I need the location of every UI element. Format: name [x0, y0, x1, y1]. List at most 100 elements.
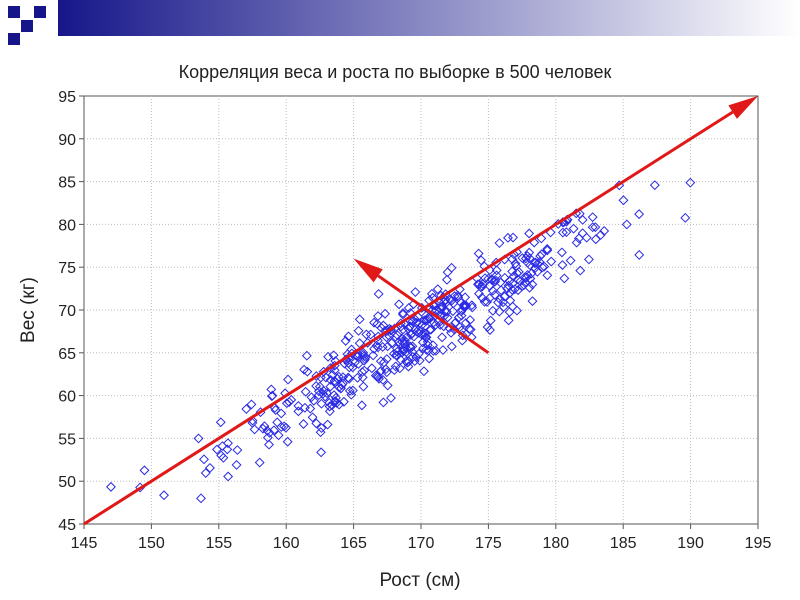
data-point — [300, 386, 311, 397]
data-point — [522, 257, 533, 268]
data-point — [487, 305, 498, 316]
data-point — [376, 365, 387, 376]
data-point — [525, 260, 536, 271]
data-point — [494, 294, 505, 305]
data-point — [509, 284, 520, 295]
data-point — [507, 254, 518, 265]
data-point — [283, 374, 293, 385]
data-point — [394, 299, 404, 310]
x-tick-label: 170 — [408, 535, 435, 552]
data-point — [391, 350, 402, 361]
data-point — [424, 353, 435, 364]
data-point — [344, 373, 355, 384]
data-point — [459, 301, 470, 312]
data-point — [199, 454, 209, 465]
data-point — [504, 307, 515, 318]
data-point — [587, 212, 598, 223]
y-tick-label: 65 — [58, 346, 76, 363]
data-point — [485, 315, 496, 326]
data-point — [419, 328, 430, 339]
data-point — [457, 335, 468, 346]
data-point — [200, 468, 211, 479]
data-point — [400, 338, 411, 349]
data-point — [432, 284, 443, 295]
data-point — [307, 412, 318, 423]
x-axis-label: Рост (см) — [379, 570, 460, 591]
data-point — [581, 232, 592, 243]
data-point — [247, 417, 258, 428]
data-point — [476, 255, 487, 266]
data-point — [329, 390, 340, 401]
data-point — [512, 268, 522, 279]
data-point — [347, 362, 358, 373]
data-point — [685, 177, 696, 188]
y-tick-label: 90 — [58, 132, 76, 149]
data-point — [394, 363, 405, 374]
data-point — [218, 452, 229, 463]
data-point — [397, 308, 408, 319]
data-point — [568, 223, 579, 234]
data-points — [106, 177, 696, 504]
data-point — [417, 337, 428, 348]
x-tick-label: 190 — [677, 535, 704, 552]
data-point — [542, 245, 553, 256]
data-point — [571, 237, 582, 248]
data-point — [508, 232, 518, 243]
data-point — [211, 444, 222, 455]
data-point — [407, 347, 418, 357]
data-point — [347, 385, 358, 396]
data-point — [366, 363, 377, 374]
data-point — [460, 301, 471, 311]
data-point — [618, 195, 629, 206]
data-point — [267, 390, 278, 401]
y-tick-label: 85 — [58, 175, 76, 192]
data-point — [634, 209, 645, 220]
data-point — [316, 447, 327, 458]
data-point — [522, 270, 533, 280]
y-axis-ticks: 45 50 55 60 65 70 75 80 85 90 95 — [58, 89, 84, 534]
data-point — [418, 366, 429, 377]
arrow-main-axis-head — [728, 96, 758, 119]
data-point — [437, 301, 448, 312]
y-tick-label: 75 — [58, 260, 76, 277]
data-point — [325, 381, 336, 392]
data-point — [368, 350, 379, 361]
data-point — [456, 310, 467, 321]
data-point — [546, 256, 557, 267]
data-point — [390, 361, 401, 372]
data-point — [354, 314, 365, 325]
data-point — [466, 300, 477, 311]
data-point — [308, 395, 319, 406]
data-point — [407, 341, 418, 352]
data-point — [322, 419, 333, 430]
data-point — [377, 374, 388, 385]
data-point — [392, 330, 403, 341]
x-tick-label: 185 — [610, 535, 637, 552]
data-point — [527, 296, 538, 307]
banner-square — [8, 6, 20, 18]
data-point — [272, 417, 283, 428]
banner-gradient-bar — [58, 0, 800, 36]
data-point — [340, 335, 351, 346]
data-point — [350, 357, 360, 368]
data-point — [557, 227, 568, 238]
data-point — [577, 228, 588, 239]
data-point — [378, 397, 389, 408]
data-point — [373, 311, 383, 321]
data-point — [464, 324, 475, 335]
data-point — [302, 366, 313, 377]
data-point — [587, 222, 598, 233]
data-point — [343, 331, 354, 342]
data-point — [329, 375, 340, 386]
data-point — [315, 427, 326, 438]
data-point — [474, 279, 485, 290]
data-point — [359, 355, 370, 366]
data-point — [404, 322, 415, 332]
arrow-perpendicular-axis-head — [353, 258, 383, 283]
data-point — [410, 287, 421, 298]
data-point — [446, 262, 457, 273]
data-point — [441, 274, 452, 285]
data-point — [381, 354, 392, 365]
data-point — [398, 309, 408, 320]
data-point — [535, 251, 546, 262]
